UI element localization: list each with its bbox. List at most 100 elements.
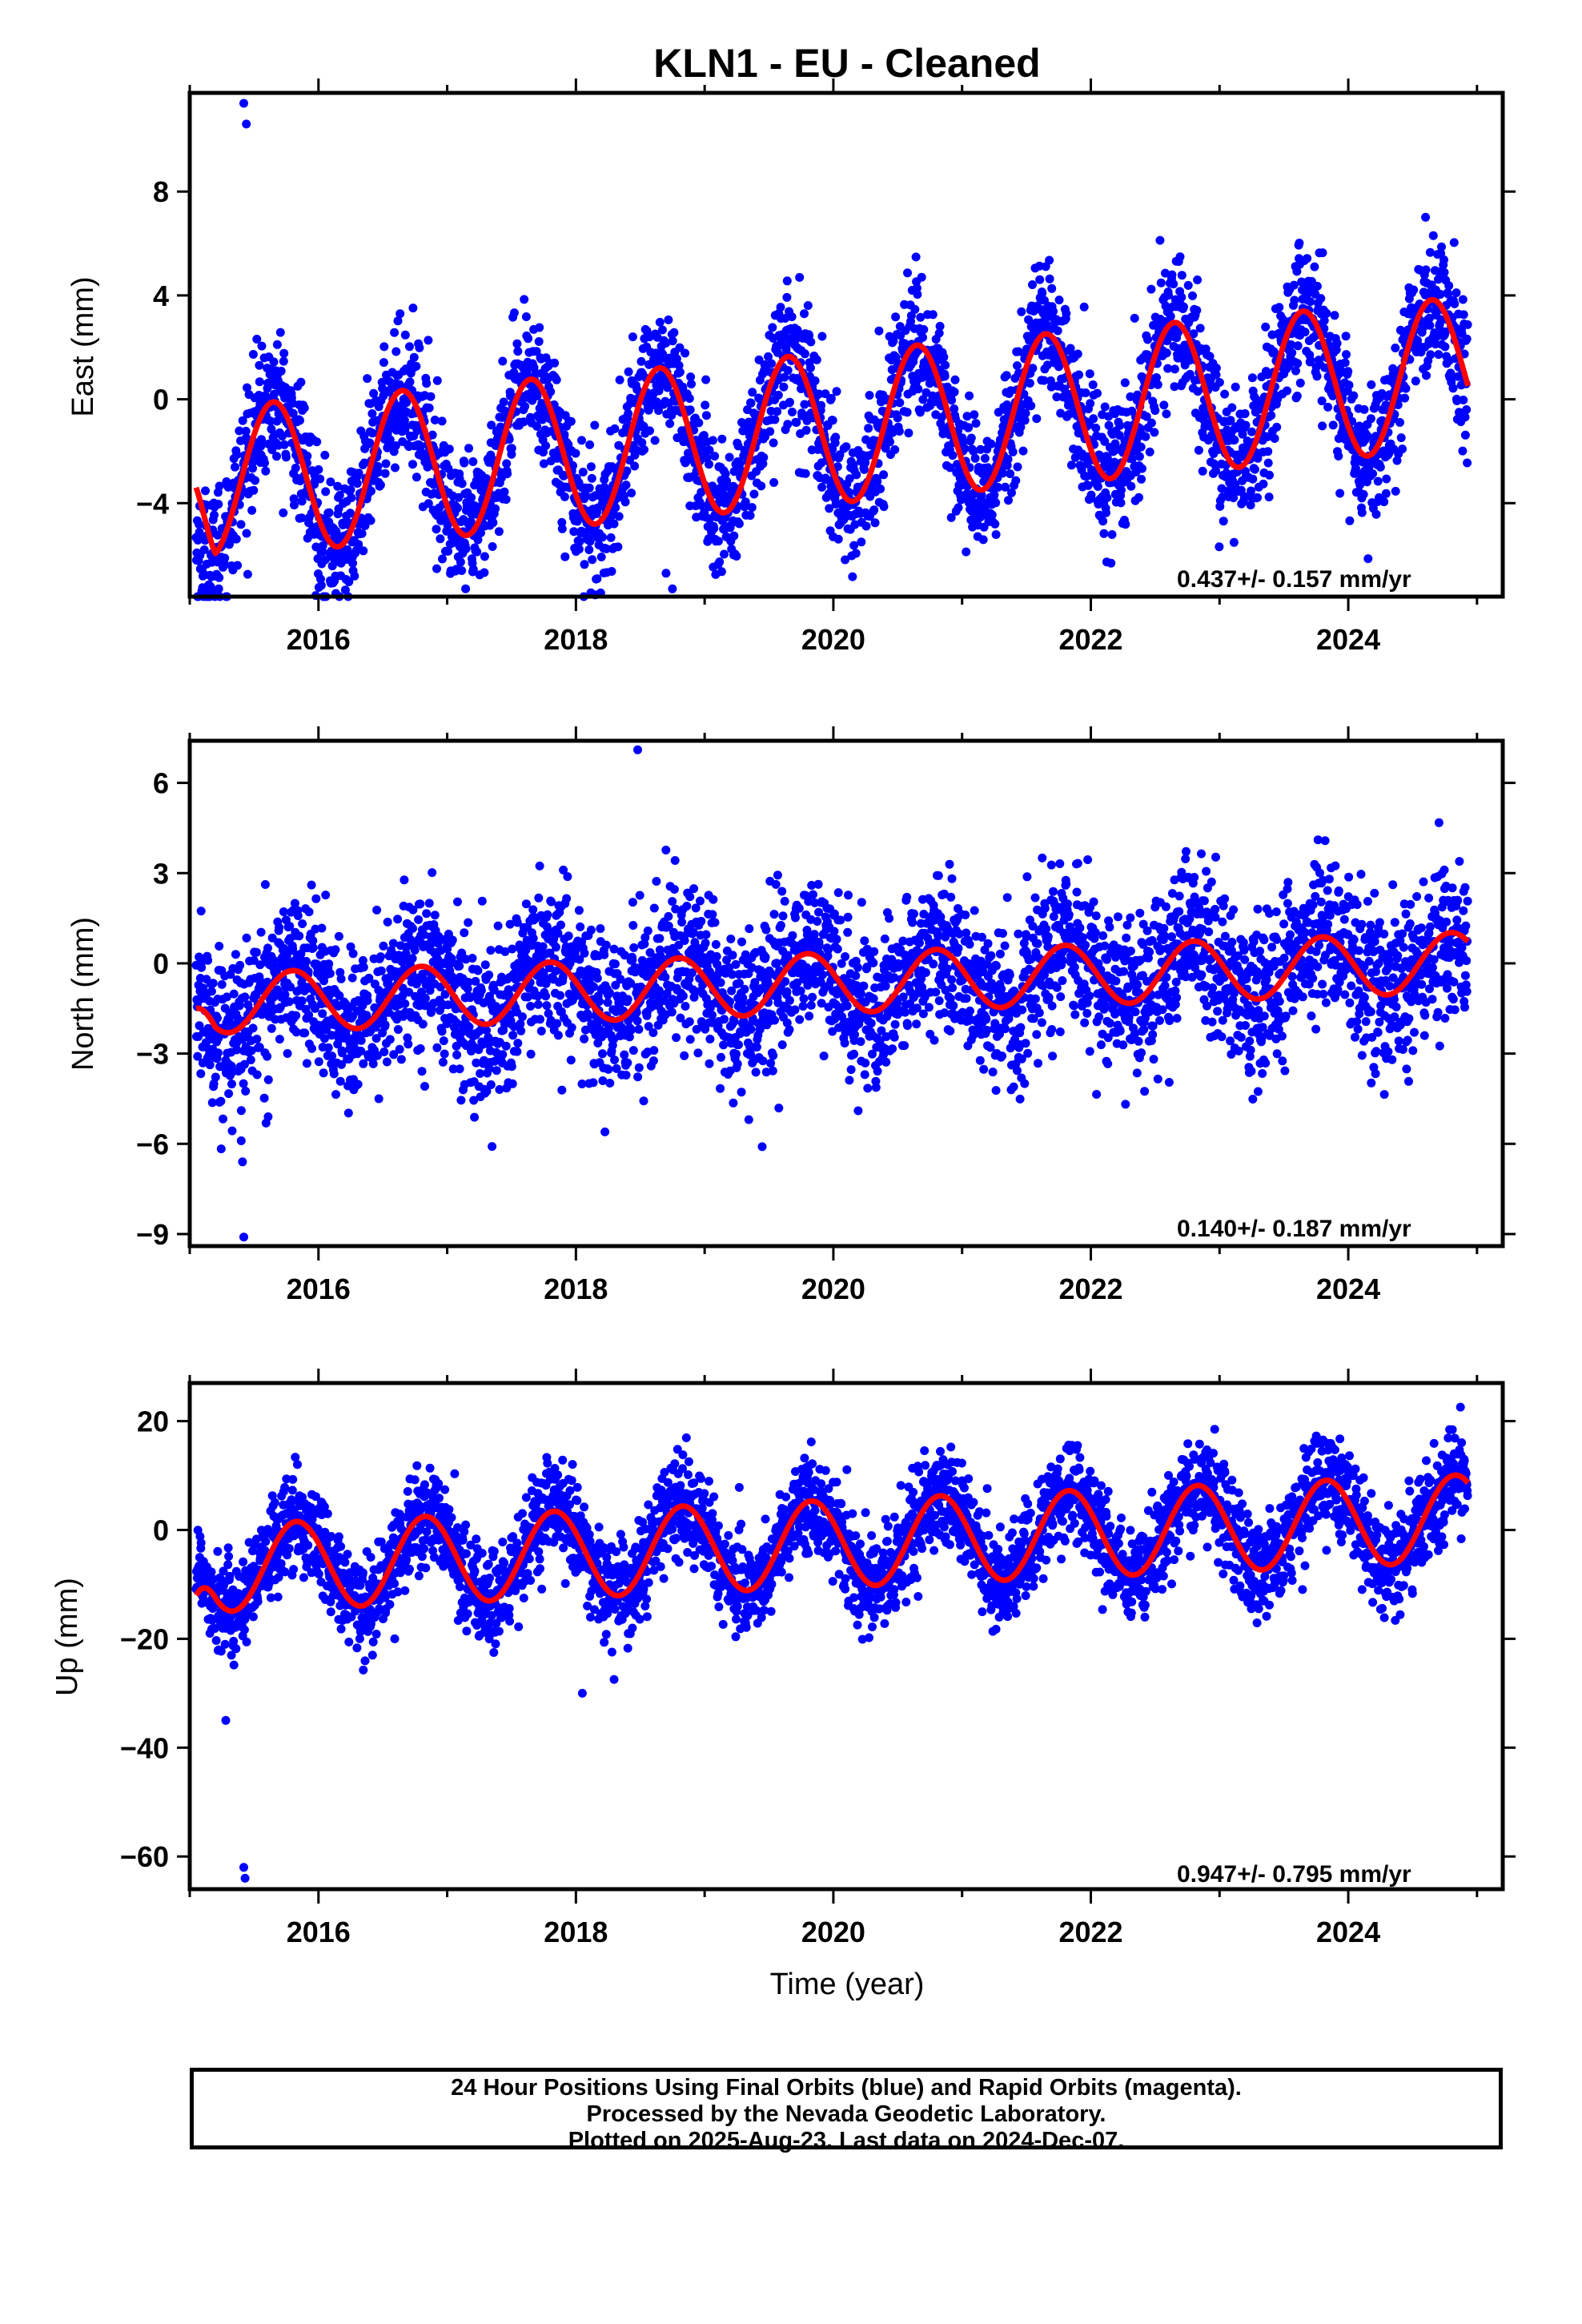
- east-data-point: [557, 517, 567, 527]
- north-data-point: [566, 1055, 576, 1065]
- north-data-point: [227, 1080, 236, 1089]
- north-data-point: [600, 1127, 610, 1136]
- east-data-point: [571, 448, 580, 458]
- north-data-point: [538, 942, 548, 951]
- east-data-point: [630, 461, 640, 471]
- north-data-point: [628, 921, 638, 930]
- north-data-point: [311, 894, 321, 903]
- east-data-point: [279, 348, 289, 358]
- east-data-point: [986, 439, 996, 448]
- east-data-point: [732, 552, 741, 561]
- east-data-point: [904, 428, 913, 438]
- north-data-point: [385, 1035, 395, 1044]
- east-x-tick-label: 2024: [1316, 623, 1380, 656]
- east-data-point: [1018, 446, 1028, 456]
- east-data-point: [1134, 493, 1143, 502]
- east-data-point: [350, 571, 359, 581]
- east-data-point: [1381, 489, 1391, 498]
- north-data-point: [307, 1043, 316, 1053]
- east-data-point: [592, 574, 602, 584]
- east-data-point: [1066, 460, 1076, 470]
- east-data-point: [1045, 274, 1054, 283]
- east-data-point: [776, 303, 785, 312]
- north-data-point: [256, 927, 266, 937]
- east-data-point: [768, 323, 777, 332]
- north-data-point: [325, 969, 335, 979]
- east-data-point: [460, 458, 469, 468]
- east-y-tick-label: −4: [136, 487, 169, 520]
- north-data-point: [563, 872, 572, 882]
- east-data-point: [1357, 508, 1367, 517]
- east-data-point: [941, 360, 950, 370]
- east-data-point: [1215, 542, 1224, 552]
- east-data-point: [1332, 339, 1342, 348]
- north-data-point: [300, 1028, 310, 1038]
- east-data-point: [783, 366, 793, 375]
- east-data-point: [841, 442, 851, 452]
- east-data-point: [857, 537, 866, 547]
- east-data-point: [990, 519, 1000, 529]
- north-data-point: [567, 1023, 576, 1032]
- east-data-point: [1261, 322, 1271, 332]
- east-data-point: [261, 466, 271, 476]
- east-data-point: [457, 566, 467, 575]
- east-data-point: [424, 499, 433, 509]
- north-data-point: [556, 991, 565, 1000]
- north-data-point: [291, 1011, 301, 1020]
- east-data-point: [928, 310, 938, 320]
- east-data-point: [1085, 369, 1094, 379]
- east-data-point: [1295, 378, 1305, 388]
- north-data-point: [353, 1080, 363, 1089]
- north-data-point: [416, 899, 425, 909]
- east-data-point: [832, 387, 841, 396]
- east-data-point: [697, 488, 706, 497]
- east-data-point: [220, 553, 230, 563]
- east-data-point: [970, 410, 979, 420]
- east-data-point: [640, 445, 648, 454]
- east-data-point: [243, 569, 252, 579]
- east-data-point: [500, 487, 509, 497]
- east-data-point: [657, 325, 667, 335]
- north-data-point: [542, 1001, 552, 1011]
- east-data-point: [373, 468, 383, 477]
- east-data-point: [918, 332, 927, 342]
- north-data-point: [648, 1056, 658, 1066]
- east-data-point: [876, 485, 885, 493]
- east-data-point: [1428, 231, 1438, 240]
- east-data-point: [1013, 361, 1022, 371]
- north-data-point: [302, 1059, 311, 1068]
- east-data-point: [457, 479, 467, 489]
- east-data-point: [1102, 493, 1112, 502]
- north-data-point: [551, 943, 560, 952]
- north-data-point: [473, 966, 483, 975]
- north-data-point: [654, 986, 664, 995]
- north-data-point: [207, 987, 216, 996]
- east-data-point: [532, 347, 541, 356]
- north-data-point: [317, 923, 327, 933]
- east-data-point: [210, 510, 219, 520]
- east-data-point: [1099, 529, 1109, 538]
- north-data-point: [348, 949, 358, 959]
- east-data-point: [252, 335, 262, 344]
- east-outlier-point: [668, 584, 677, 593]
- east-data-point: [534, 337, 544, 346]
- east-data-point: [324, 508, 334, 517]
- east-data-point: [801, 468, 810, 478]
- north-data-point: [574, 906, 584, 915]
- east-y-tick-label: 4: [153, 279, 169, 312]
- east-data-point: [535, 323, 544, 332]
- east-data-point: [1169, 279, 1178, 289]
- north-data-point: [331, 945, 340, 955]
- east-data-point: [1136, 442, 1146, 452]
- east-data-point: [453, 503, 462, 513]
- east-data-point: [464, 444, 473, 453]
- east-data-point: [1434, 350, 1443, 360]
- east-data-point: [1318, 421, 1327, 431]
- east-data-point: [1367, 380, 1376, 389]
- north-data-point: [592, 974, 602, 983]
- east-data-point: [359, 546, 368, 556]
- east-data-point: [1343, 367, 1353, 376]
- east-data-point: [281, 452, 291, 462]
- east-data-point: [978, 535, 988, 545]
- east-data-point: [367, 409, 377, 418]
